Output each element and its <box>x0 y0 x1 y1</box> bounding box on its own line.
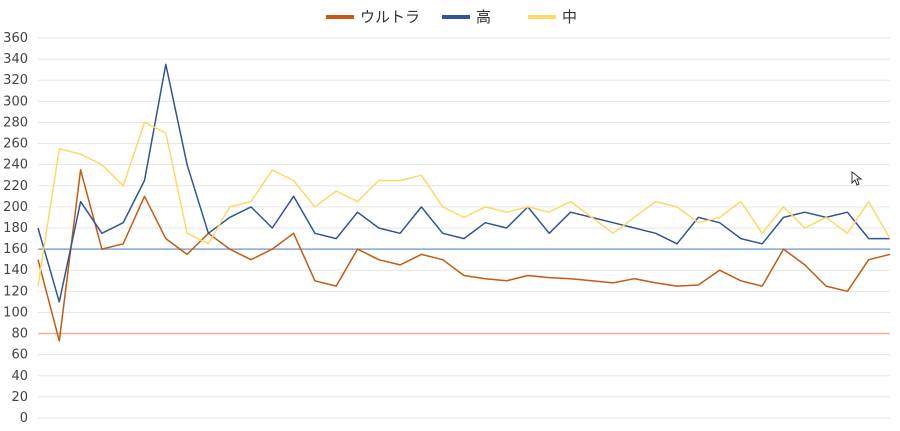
y-tick-label: 120 <box>3 284 28 299</box>
legend-label: ウルトラ <box>360 8 420 26</box>
y-tick-label: 360 <box>3 31 28 46</box>
y-tick-label: 80 <box>11 327 28 342</box>
y-tick-label: 280 <box>3 115 28 130</box>
legend-label: 高 <box>476 8 491 26</box>
legend: ウルトラ 高 中 <box>326 8 577 26</box>
y-tick-label: 300 <box>3 94 28 109</box>
y-tick-label: 340 <box>3 52 28 67</box>
mouse-cursor-icon <box>851 170 863 186</box>
y-tick-label: 20 <box>11 390 28 405</box>
y-tick-label: 260 <box>3 137 28 152</box>
y-tick-label: 200 <box>3 200 28 215</box>
series-line <box>37 169 891 342</box>
y-tick-label: 320 <box>3 73 28 88</box>
y-tick-label: 140 <box>3 263 28 278</box>
series-line <box>37 121 891 287</box>
y-tick-label: 160 <box>3 242 28 257</box>
y-tick-label: 180 <box>3 221 28 236</box>
series-line <box>37 63 890 303</box>
y-tick-label: 240 <box>3 158 28 173</box>
series-lines <box>37 63 891 342</box>
y-tick-label: 0 <box>20 411 28 426</box>
y-tick-label: 100 <box>3 305 28 320</box>
y-tick-label: 60 <box>11 348 28 363</box>
y-tick-label: 220 <box>3 179 28 194</box>
gridlines <box>38 37 890 419</box>
legend-label: 中 <box>562 8 577 26</box>
y-tick-label: 40 <box>11 369 28 384</box>
y-axis-ticks: 0 20 40 60 80 100 120 140 160 180 200 220 240 260 280 3… <box>3 31 28 426</box>
